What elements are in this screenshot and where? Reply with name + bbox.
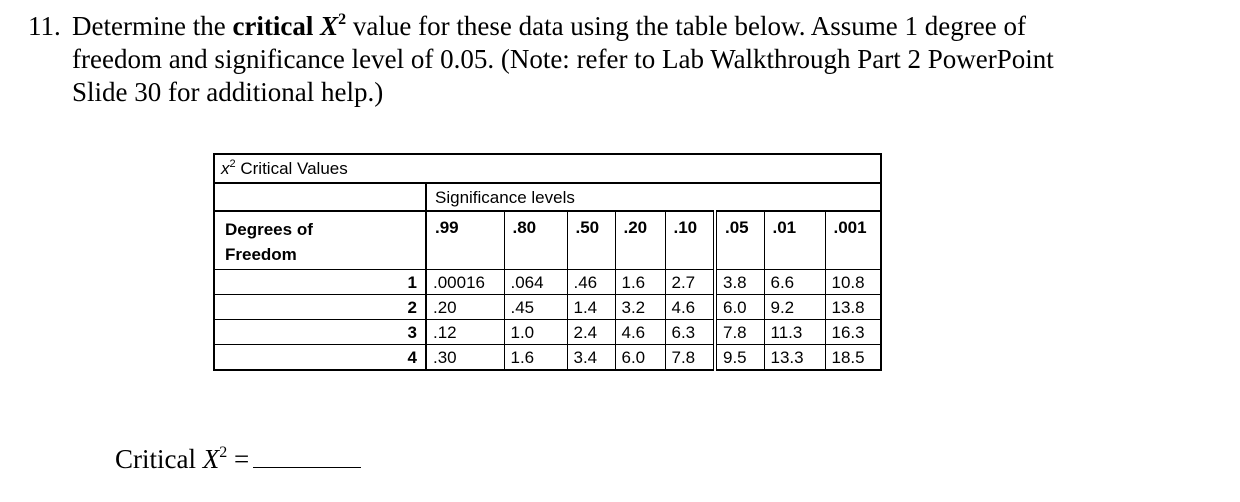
level-header: .05 [713, 210, 764, 270]
significance-header-row: Significance levels [214, 183, 881, 211]
value-cell: 6.0 [614, 344, 665, 370]
column-header-row: Degrees of Freedom .99 .80 .50 .20 .10 .0… [214, 210, 881, 270]
value-cell: 16.3 [824, 319, 881, 345]
dof-header-line-2: Freedom [225, 245, 297, 264]
level-header: .01 [763, 210, 825, 270]
value-cell: 3.8 [713, 269, 764, 295]
value-cell: 6.3 [664, 319, 715, 345]
value-cell: .30 [425, 344, 504, 370]
table-title-row: x2 Critical Values [214, 154, 881, 184]
dof-cell: 1 [214, 269, 426, 295]
significance-levels-header: Significance levels [425, 183, 881, 211]
table-row: 3 .12 1.0 2.4 4.6 6.3 7.8 11.3 16.3 [214, 319, 881, 345]
value-cell: .12 [425, 319, 504, 345]
dof-cell: 3 [214, 319, 426, 345]
value-cell: 9.2 [763, 294, 825, 320]
value-cell: 13.3 [763, 344, 825, 370]
question-number: 11. [28, 11, 61, 41]
value-cell: 1.6 [503, 344, 567, 370]
critical-word: critical [232, 11, 314, 41]
question-line-3: Slide 30 for additional help.) [72, 77, 384, 107]
value-cell: 4.6 [664, 294, 715, 320]
value-cell: 11.3 [763, 319, 825, 345]
answer-label: Critical [115, 444, 196, 474]
answer-chi-square-symbol: X [202, 444, 220, 474]
value-cell: 1.0 [503, 319, 567, 345]
question-text-end: value for these data using the table bel… [352, 11, 1026, 41]
level-header: .99 [425, 210, 504, 270]
question-text: 11. Determine the critical X2 value for t… [28, 10, 1208, 109]
value-cell: 6.0 [713, 294, 764, 320]
table-row: 2 .20 .45 1.4 3.2 4.6 6.0 9.2 13.8 [214, 294, 881, 320]
level-header: .20 [614, 210, 665, 270]
value-cell: 10.8 [824, 269, 881, 295]
value-cell: 1.6 [614, 269, 665, 295]
value-cell: 3.2 [614, 294, 665, 320]
level-header: .80 [503, 210, 567, 270]
value-cell: 18.5 [824, 344, 881, 370]
dof-cell: 4 [214, 344, 426, 370]
answer-superscript: 2 [219, 444, 228, 461]
chi-square-superscript: 2 [338, 11, 347, 28]
value-cell: .45 [503, 294, 567, 320]
value-cell: .00016 [425, 269, 504, 295]
level-header: .10 [664, 210, 715, 270]
value-cell: .064 [503, 269, 567, 295]
degrees-of-freedom-header: Degrees of Freedom [214, 210, 426, 270]
table-title-text: Critical Values [240, 159, 348, 178]
value-cell: 6.6 [763, 269, 825, 295]
table-title: x2 Critical Values [214, 154, 881, 184]
question-text-start: Determine the [72, 11, 226, 41]
value-cell: 13.8 [824, 294, 881, 320]
value-cell: 9.5 [713, 344, 764, 370]
answer-blank[interactable] [253, 437, 362, 468]
value-cell: 4.6 [614, 319, 665, 345]
level-header: .50 [566, 210, 615, 270]
value-cell: 2.4 [566, 319, 615, 345]
value-cell: .20 [425, 294, 504, 320]
value-cell: .46 [566, 269, 615, 295]
table-title-symbol: x [221, 159, 230, 178]
value-cell: 3.4 [566, 344, 615, 370]
table-row: 1 .00016 .064 .46 1.6 2.7 3.8 6.6 10.8 [214, 269, 881, 295]
value-cell: 7.8 [713, 319, 764, 345]
level-header: .001 [824, 210, 881, 270]
value-cell: 2.7 [664, 269, 715, 295]
dof-cell: 2 [214, 294, 426, 320]
value-cell: 7.8 [664, 344, 715, 370]
chi-square-critical-values-table: x2 Critical Values Significance levels D… [213, 153, 882, 371]
table-row: 4 .30 1.6 3.4 6.0 7.8 9.5 13.3 18.5 [214, 344, 881, 370]
question-line-2: freedom and significance level of 0.05. … [72, 44, 1054, 74]
dof-header-line-1: Degrees of [225, 220, 313, 239]
chi-square-symbol: X [320, 11, 339, 41]
question-critical-term: critical X2 [232, 11, 346, 41]
blank-header-cell [214, 183, 426, 211]
value-cell: 1.4 [566, 294, 615, 320]
question-line-1: 11. Determine the critical X2 value for t… [28, 10, 1208, 43]
answer-equals: = [233, 444, 250, 474]
answer-line: Critical X2 = [115, 437, 362, 476]
table-title-superscript: 2 [229, 158, 236, 170]
